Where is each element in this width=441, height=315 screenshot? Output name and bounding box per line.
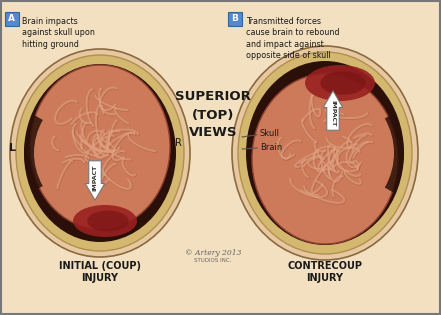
Ellipse shape xyxy=(10,49,190,257)
Ellipse shape xyxy=(252,74,398,244)
Ellipse shape xyxy=(100,82,128,104)
FancyArrowPatch shape xyxy=(85,161,105,200)
Ellipse shape xyxy=(16,55,184,251)
Ellipse shape xyxy=(301,79,329,101)
Text: Brain impacts
against skull upon
hitting ground: Brain impacts against skull upon hitting… xyxy=(22,17,95,49)
FancyArrowPatch shape xyxy=(323,91,343,130)
Text: STUDIOS INC.: STUDIOS INC. xyxy=(194,257,232,262)
Text: CONTRECOUP
INJURY: CONTRECOUP INJURY xyxy=(288,261,363,283)
Text: INITIAL (COUP)
INJURY: INITIAL (COUP) INJURY xyxy=(59,261,141,283)
Text: R: R xyxy=(175,138,181,148)
Ellipse shape xyxy=(73,205,137,237)
Ellipse shape xyxy=(320,71,366,95)
Ellipse shape xyxy=(305,65,375,101)
Text: IMPACT: IMPACT xyxy=(330,100,336,126)
Wedge shape xyxy=(385,113,404,192)
Text: SUPERIOR
(TOP)
VIEWS: SUPERIOR (TOP) VIEWS xyxy=(175,90,251,140)
Text: © Artery 2013: © Artery 2013 xyxy=(185,249,241,257)
Text: IMPACT: IMPACT xyxy=(93,165,97,192)
Text: Transmitted forces
cause brain to rebound
and impact against
opposite side of sk: Transmitted forces cause brain to reboun… xyxy=(246,17,340,60)
Text: A: A xyxy=(8,14,15,23)
FancyBboxPatch shape xyxy=(4,12,19,26)
Ellipse shape xyxy=(87,211,129,232)
Ellipse shape xyxy=(238,52,412,254)
FancyBboxPatch shape xyxy=(228,12,242,26)
Ellipse shape xyxy=(24,64,176,242)
Text: Brain: Brain xyxy=(242,142,282,152)
Wedge shape xyxy=(24,115,43,191)
Text: Skull: Skull xyxy=(242,129,280,138)
Ellipse shape xyxy=(30,65,170,229)
Text: B: B xyxy=(231,14,238,23)
Ellipse shape xyxy=(246,61,404,245)
Text: L: L xyxy=(8,143,15,153)
Ellipse shape xyxy=(232,46,418,260)
